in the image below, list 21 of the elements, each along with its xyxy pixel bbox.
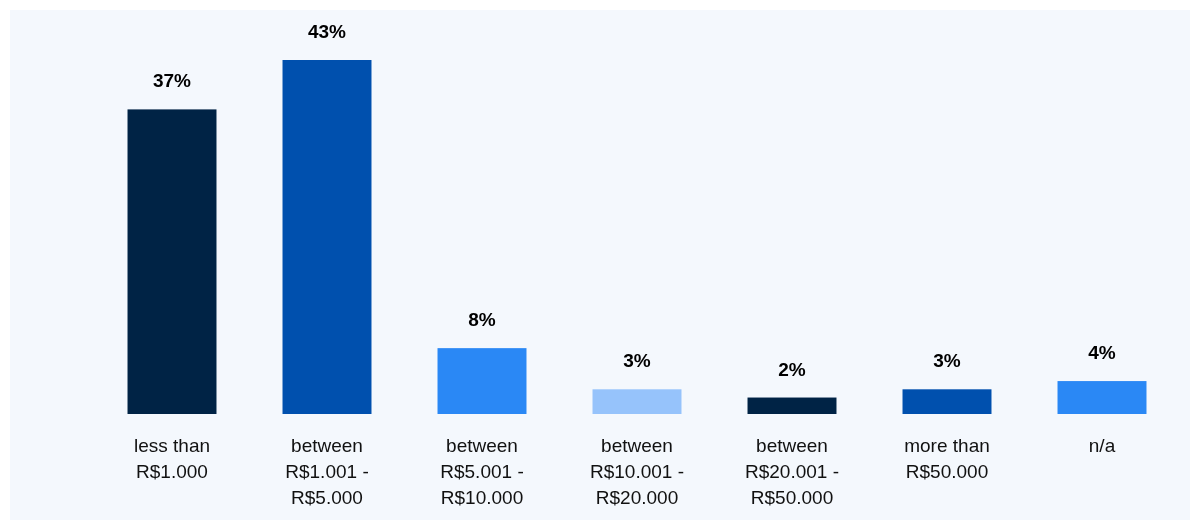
data-label: 4% xyxy=(1088,342,1116,364)
data-label: 43% xyxy=(307,21,347,42)
data-label: 2% xyxy=(778,358,806,380)
x-tick-label: between R$10.001 - R$20.000 xyxy=(589,435,685,508)
x-tick-label: more than R$50.000 xyxy=(904,435,990,482)
data-label: 37% xyxy=(152,70,192,92)
bar xyxy=(437,348,527,414)
x-tick-label: between R$5.001 - R$10.000 xyxy=(440,435,524,508)
data-label: 3% xyxy=(933,350,961,372)
bar xyxy=(902,389,992,414)
bar xyxy=(1057,381,1147,414)
x-tick-label: between R$1.001 - R$5.000 xyxy=(285,435,369,508)
data-label: 3% xyxy=(623,350,651,372)
bar xyxy=(747,397,837,414)
x-tick-label: n/a xyxy=(1088,435,1116,456)
bar xyxy=(127,109,217,414)
x-tick-label: between R$20.001 - R$50.000 xyxy=(744,435,840,508)
x-tick-label: less than R$1.000 xyxy=(133,435,211,482)
bar xyxy=(282,60,372,414)
bar xyxy=(592,389,682,414)
data-label: 8% xyxy=(468,309,496,331)
